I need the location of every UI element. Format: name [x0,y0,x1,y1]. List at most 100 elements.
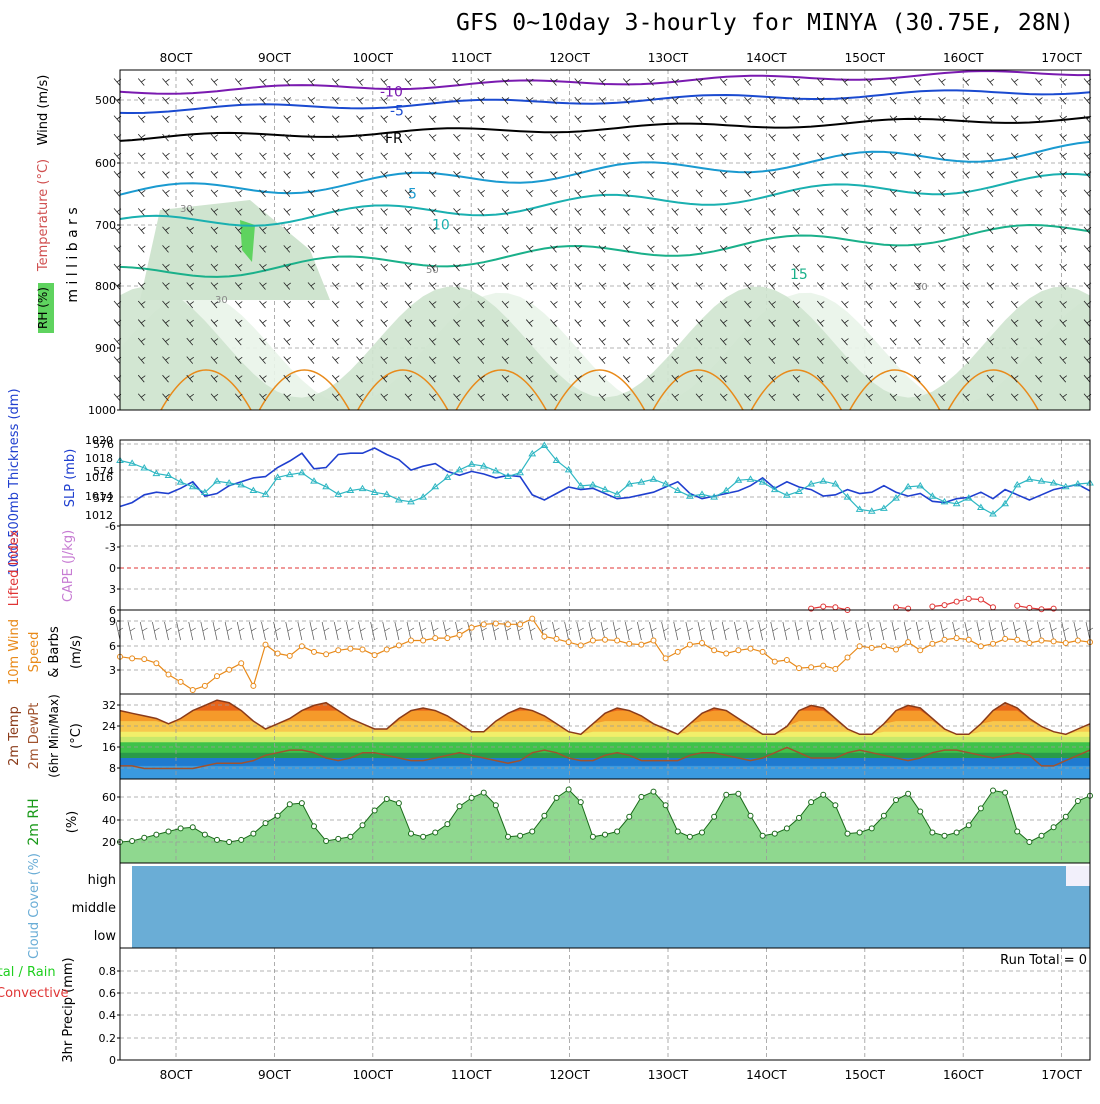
slp-marker [552,456,561,463]
wind-barb [453,78,461,86]
wind-barb [792,96,801,105]
slp-marker [722,486,731,494]
wind-barb [404,208,413,216]
wind-barb [321,621,330,641]
wind-barb [1010,133,1019,142]
wind-barb [719,133,728,142]
rh2m-tick-label: 20 [102,836,116,849]
wind-barb [719,282,728,290]
wind-barb [647,96,655,105]
wind-barb [915,621,924,641]
wind-barb [210,152,219,160]
wind-barb [331,300,340,309]
wind-barb [186,115,194,123]
wind-speed-marker [517,621,524,628]
slp-marker [504,472,512,479]
wind-barb [404,78,413,86]
rh-marker [371,807,378,814]
wind-barb [865,356,873,364]
wind-barb [816,263,825,272]
wind-speed-marker [893,646,899,653]
wind-barb [913,96,922,105]
wind-barb [598,282,607,290]
wind-barb [719,208,728,216]
wind-speed-marker [589,637,596,644]
wind-barb [428,263,437,272]
wind-barb [1049,621,1057,641]
wind-barb [986,282,995,290]
wind-barb [162,245,170,253]
x-axis-label-top: 10OCT [353,51,394,65]
rh-marker [1062,813,1069,820]
wind-barb [186,78,194,86]
wind-barb [1059,78,1067,86]
wind-barb [986,393,995,401]
wind-barb [574,300,582,309]
wind-barb [162,189,170,198]
wind-barb [988,621,997,641]
wind-barb [574,226,582,235]
wind-barb [525,189,534,198]
wind-barb [647,115,655,123]
slp-marker [613,490,622,497]
wind-barb [671,393,679,401]
slp-marker [879,504,888,511]
rh-contour-label: 30 [180,204,193,215]
wind-barb [346,621,354,641]
rh-marker [505,833,511,840]
wind-barb [1010,115,1019,123]
rh-marker [274,812,281,819]
rh-marker [650,788,657,795]
wind-barb [889,319,898,327]
wind-barb [695,319,704,327]
wind-speed-marker [456,631,463,638]
wind-barb [938,374,946,383]
wind-speed-marker [796,665,802,672]
rh-marker [589,833,596,840]
wind-barb [962,300,970,309]
rh-shading [240,220,255,262]
wind-barb [404,133,413,142]
wind-barb [501,282,510,290]
wind-barb [331,226,340,235]
wind-barb [307,133,316,142]
minmax-axis-label: (6hr Min/Max) [47,694,61,778]
wind-barb [622,96,631,105]
slp-marker [516,468,525,476]
rh-marker [674,828,681,835]
slp-marker [1013,480,1022,488]
cloud-cover-gap [1066,866,1090,886]
wind-barb [913,282,922,290]
wind-barb [938,282,946,290]
wind-barb [598,374,607,383]
wind-barb [622,319,631,327]
slp-marker [140,464,149,471]
wind-barb [768,226,776,235]
wind-barb [297,621,306,641]
wind-speed-marker [214,673,220,680]
wind-barb [259,133,267,142]
lifted-index-marker [990,604,996,611]
wind-barb [186,263,194,272]
wind-barb [234,78,243,86]
wind-barb [768,133,776,142]
wind10-unit-label: (m/s) [69,635,84,669]
slp-marker [273,473,282,480]
wind-barb [865,226,873,235]
wind-barb [695,263,704,272]
wind-barb [792,115,801,123]
thickness-tick-label: 572 [93,492,114,505]
wind-barb [986,245,995,253]
wind-barb [671,208,679,216]
wind-barb [841,226,849,235]
wind-barb [453,152,461,160]
wind-barb [671,152,679,160]
wind-barb [792,393,801,401]
wind-barb [137,300,146,309]
wind-barb [695,374,704,383]
slp-tick-label: 1016 [85,471,113,484]
wind-speed-marker [529,615,536,622]
wind-barb [356,263,364,272]
wind-barb [841,282,849,290]
wind-barb [307,393,316,401]
